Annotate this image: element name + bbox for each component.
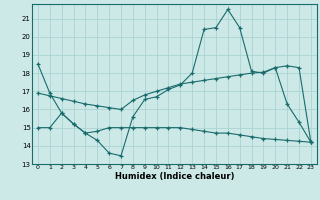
X-axis label: Humidex (Indice chaleur): Humidex (Indice chaleur) bbox=[115, 172, 234, 181]
